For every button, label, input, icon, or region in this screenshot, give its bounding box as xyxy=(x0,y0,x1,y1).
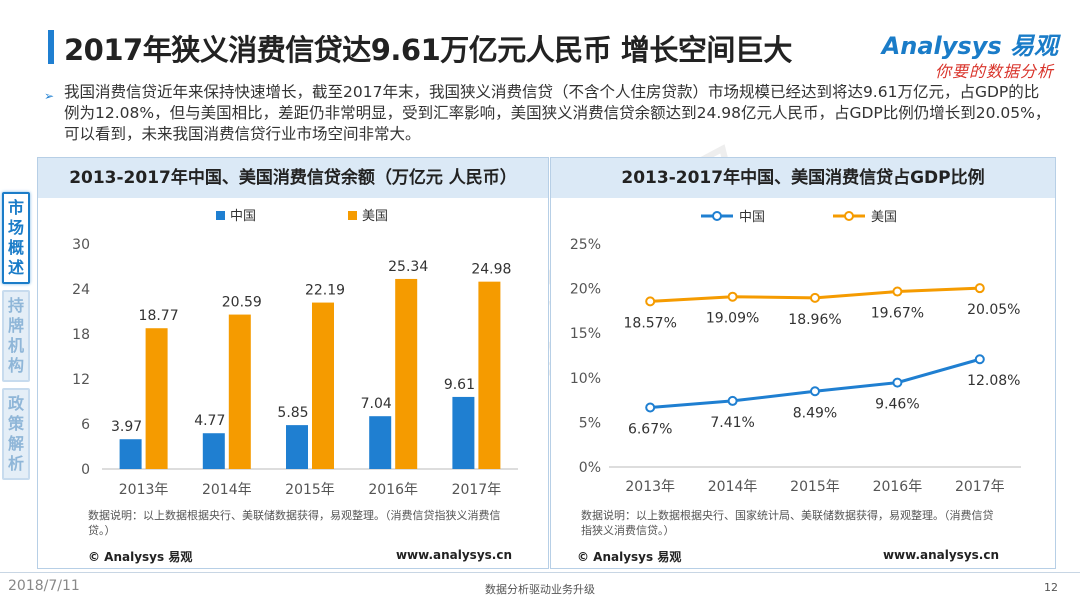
y-tick-label: 25% xyxy=(570,237,601,253)
bullet-arrow-icon: ➢ xyxy=(44,89,55,103)
x-tick-label: 2015年 xyxy=(285,482,335,498)
legend-label-1: 美国 xyxy=(362,209,388,224)
logo-sub-text: 你要的数据分析 xyxy=(934,62,1054,81)
page-title: 2017年狭义消费信贷达9.61万亿元人民币 增长空间巨大 xyxy=(64,33,792,67)
bar-china xyxy=(369,416,392,469)
y-tick-label: 12 xyxy=(72,372,90,388)
side-tab-licensed-institutions[interactable]: 持牌机构 xyxy=(2,290,30,382)
bar-china xyxy=(119,439,142,469)
data-point xyxy=(810,386,820,397)
legend-label-0: 中国 xyxy=(739,210,765,225)
data-label: 25.34 xyxy=(388,259,428,275)
data-label: 24.98 xyxy=(471,262,511,278)
data-label: 6.67% xyxy=(628,422,672,438)
data-label: 22.19 xyxy=(305,283,345,299)
footer-date: 2018/7/11 xyxy=(8,578,80,594)
data-label: 19.09% xyxy=(706,311,759,327)
legend-marker-1 xyxy=(844,211,854,221)
data-label: 3.97 xyxy=(111,419,142,435)
line-chart: 中国 美国 0% 5% 10% 15% 20% 25% 2013年 2014年 2015年 2016年… xyxy=(570,210,1021,495)
x-tick-label: 2014年 xyxy=(202,482,252,498)
line-chart-site: www.analysys.cn xyxy=(882,548,999,562)
x-tick-label: 2016年 xyxy=(873,479,923,495)
bar-chart-note: 数据说明：以上数据根据央行、美联储数据获得，易观整理。（消费信贷指狭义消费信贷。… xyxy=(88,509,501,537)
footer-slogan: 数据分析驱动业务升级 xyxy=(485,583,595,596)
data-point xyxy=(974,354,985,365)
bar-chart: 中国 美国 0 6 12 18 24 30 2013年 3.97 18.77 2014年 4.77 20.… xyxy=(72,209,518,498)
data-point xyxy=(974,283,985,294)
y-tick-label: 0 xyxy=(81,462,90,478)
x-tick-label: 2013年 xyxy=(625,479,675,495)
data-label: 7.04 xyxy=(361,396,392,412)
data-point xyxy=(645,296,656,307)
legend-label-0: 中国 xyxy=(230,209,256,224)
bar-china xyxy=(286,425,308,469)
y-tick-label: 5% xyxy=(579,415,601,431)
title-accent-bar xyxy=(48,30,54,64)
bar-china xyxy=(202,433,225,469)
y-tick-label: 0% xyxy=(579,460,601,476)
bar-usa xyxy=(228,314,251,469)
x-tick-label: 2017年 xyxy=(452,482,502,498)
y-tick-label: 6 xyxy=(81,417,90,433)
bar-usa xyxy=(395,278,418,469)
data-point xyxy=(727,395,738,406)
intro-paragraph: 我国消费信贷近年来保持快速增长，截至2017年末，我国狭义消费信贷（不含个人住房… xyxy=(64,83,1051,143)
data-label: 7.41% xyxy=(710,415,754,431)
data-point xyxy=(892,377,903,388)
data-label: 18.57% xyxy=(624,315,677,331)
analysys-logo: Analysys 易观 你要的数据分析 xyxy=(880,26,1058,82)
line-chart-title: 2013-2017年中国、美国消费信贷占GDP比例 xyxy=(551,158,1055,198)
bar-chart-panel: 2013-2017年中国、美国消费信贷余额（万亿元 人民币） 中国 美国 0 6 12 1… xyxy=(37,157,549,569)
bar-chart-title: 2013-2017年中国、美国消费信贷余额（万亿元 人民币） xyxy=(38,158,548,198)
x-tick-label: 2013年 xyxy=(119,482,169,498)
line-chart-copyright: © Analysys 易观 xyxy=(577,550,682,564)
bar-chart-copyright: © Analysys 易观 xyxy=(88,550,193,564)
bar-usa xyxy=(478,281,501,469)
data-point xyxy=(727,291,738,302)
legend-swatch-1 xyxy=(348,211,357,220)
data-label: 8.49% xyxy=(793,405,837,421)
legend-swatch-0 xyxy=(216,211,225,220)
y-tick-label: 10% xyxy=(570,371,601,387)
logo-main-text: Analysys 易观 xyxy=(881,32,1058,60)
data-point xyxy=(810,292,820,303)
line-chart-note: 数据说明：以上数据根据央行、国家统计局、美联储数据获得，易观整理。（消费信贷指狭… xyxy=(581,509,994,537)
series-line-china xyxy=(650,357,981,409)
data-label: 4.77 xyxy=(194,413,225,429)
y-tick-label: 20% xyxy=(570,282,601,298)
y-tick-label: 15% xyxy=(570,326,601,342)
bar-china xyxy=(452,396,475,469)
line-chart-panel: 2013-2017年中国、美国消费信贷占GDP比例 中国 美国 0% 5% 10% 15%… xyxy=(550,157,1056,569)
data-label: 20.05% xyxy=(967,302,1020,318)
side-tab-market-overview[interactable]: 市场概述 xyxy=(2,192,30,284)
x-tick-label: 2016年 xyxy=(368,482,418,498)
side-nav: 市场概述 持牌机构 政策解析 xyxy=(2,192,30,486)
legend-marker-0 xyxy=(712,211,722,221)
legend-label-1: 美国 xyxy=(871,210,897,225)
data-label: 12.08% xyxy=(967,373,1020,389)
data-label: 20.59 xyxy=(222,295,262,311)
data-label: 5.85 xyxy=(277,405,308,421)
data-label: 9.61 xyxy=(444,377,475,393)
x-tick-label: 2017年 xyxy=(955,479,1005,495)
data-label: 18.77 xyxy=(139,308,179,324)
page-number: 12 xyxy=(1044,581,1058,594)
y-tick-label: 30 xyxy=(72,237,90,253)
y-tick-label: 18 xyxy=(72,327,90,343)
bar-usa xyxy=(145,328,168,469)
y-tick-label: 24 xyxy=(72,282,90,298)
data-point xyxy=(645,402,656,413)
x-tick-label: 2015年 xyxy=(790,479,840,495)
bar-chart-site: www.analysys.cn xyxy=(395,548,512,562)
bar-usa xyxy=(312,302,334,469)
footer-divider xyxy=(0,572,1080,573)
data-label: 9.46% xyxy=(875,397,919,413)
side-tab-policy-analysis[interactable]: 政策解析 xyxy=(2,388,30,480)
x-tick-label: 2014年 xyxy=(708,479,758,495)
data-label: 18.96% xyxy=(788,312,841,328)
data-label: 19.67% xyxy=(871,306,924,322)
data-point xyxy=(892,286,903,297)
